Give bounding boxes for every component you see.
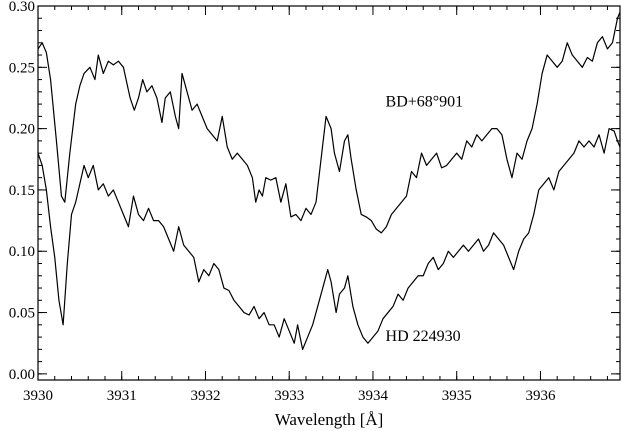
x-tick-label: 3932	[190, 388, 220, 404]
y-tick-label: 0.05	[9, 306, 35, 322]
y-tick-label: 0.20	[9, 122, 35, 138]
y-tick-label: 0.10	[9, 244, 35, 260]
series-line-1	[37, 128, 621, 350]
y-tick-label: 0.15	[9, 183, 35, 199]
x-axis-title: Wavelength [Å]	[275, 410, 384, 429]
y-tick-label: 0.25	[9, 60, 35, 76]
plot-frame	[37, 5, 621, 381]
x-tick-label: 3934	[358, 388, 389, 404]
tick-labels: 3930 3931 3932 3933 3934 3935 3936 0.00 0.05 0.10…	[9, 0, 556, 404]
y-tick-label: 0.30	[9, 0, 35, 15]
series-label-1: HD 224930	[386, 328, 461, 345]
y-tick-label: 0.00	[9, 367, 35, 383]
x-tick-label: 3931	[107, 388, 137, 404]
series-layer	[37, 11, 621, 350]
x-tick-label: 3930	[23, 388, 53, 404]
series-label-0: BD+68°901	[386, 94, 464, 111]
series-line-0	[37, 11, 621, 234]
x-tick-label: 3936	[525, 388, 556, 404]
axis-ticks	[37, 5, 620, 380]
x-tick-label: 3933	[274, 388, 304, 404]
series-labels: BD+68°901 HD 224930	[386, 94, 464, 345]
x-tick-label: 3935	[442, 388, 472, 404]
